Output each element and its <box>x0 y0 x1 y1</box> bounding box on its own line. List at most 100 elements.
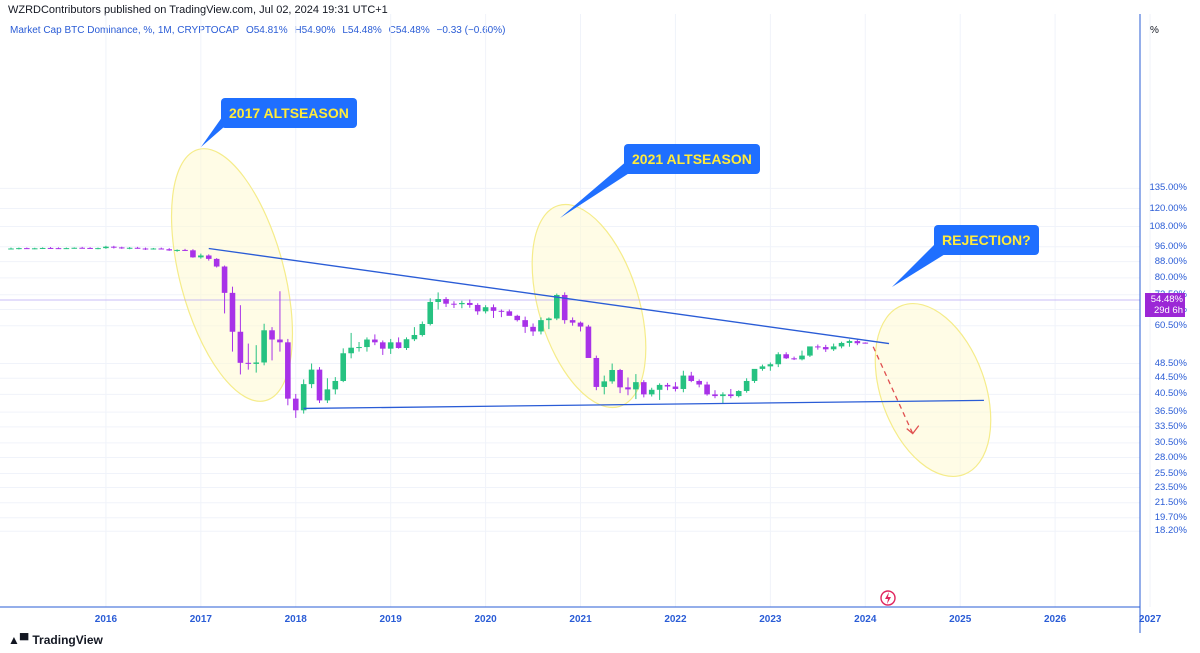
price-tick-label: 19.70% <box>1154 511 1187 523</box>
candle-body <box>688 375 695 381</box>
candle-body <box>546 318 552 321</box>
candle-body <box>561 294 568 321</box>
year-tick-label: 2022 <box>664 614 687 625</box>
candle-body <box>601 381 608 387</box>
candle-body <box>182 249 188 251</box>
price-tick-label: 44.50% <box>1154 372 1187 384</box>
candle-body <box>720 394 726 397</box>
candle-body <box>174 249 180 251</box>
annotation-2017[interactable]: 2017 ALTSEASON <box>221 98 357 128</box>
candle-body <box>743 380 750 392</box>
candle-body <box>292 398 299 411</box>
ohlc-low: L54.48% <box>342 25 382 36</box>
price-tick-label: 48.50% <box>1154 357 1187 369</box>
candle-body <box>830 346 837 350</box>
ohlc-high: H54.90% <box>294 25 336 36</box>
price-tick-label: 23.50% <box>1154 481 1187 493</box>
symbol-name[interactable]: Market Cap BTC Dominance, %, 1M, CRYPTOC… <box>10 25 240 36</box>
candle-body <box>213 258 220 267</box>
candle-body <box>150 248 157 250</box>
candle-body <box>158 248 165 250</box>
candle-body <box>142 248 149 250</box>
callout-tail <box>560 160 640 218</box>
highlight-ellipse <box>170 148 294 402</box>
candle-body <box>221 266 228 293</box>
price-tick-label: 108.00% <box>1149 220 1187 232</box>
candle-body <box>799 355 805 360</box>
trendlines <box>208 247 984 435</box>
candle-body <box>364 339 370 348</box>
candle-body <box>95 248 101 250</box>
year-tick-label: 2016 <box>95 614 118 625</box>
price-tick-label: 33.50% <box>1154 420 1187 432</box>
year-tick-label: 2025 <box>949 614 972 625</box>
candle-body <box>451 303 457 305</box>
year-tick-label: 2027 <box>1139 614 1162 625</box>
price-tick-label: 21.50% <box>1154 496 1187 508</box>
candle-body <box>680 375 687 389</box>
candle-body <box>822 347 829 350</box>
unit-label[interactable]: % <box>1150 25 1159 36</box>
candle-body <box>862 342 869 344</box>
candle-body <box>340 353 347 381</box>
candle-body <box>735 391 742 397</box>
candle-body <box>118 247 125 249</box>
annotation-rejection[interactable]: REJECTION? <box>934 225 1039 255</box>
symbol-legend: Market Cap BTC Dominance, %, 1M, CRYPTOC… <box>10 25 509 36</box>
candle-body <box>751 368 758 381</box>
current-price-value: 54.48% <box>1150 294 1183 305</box>
candle-body <box>419 324 426 335</box>
candle-body <box>166 249 172 251</box>
candle-body <box>569 320 576 323</box>
candle-body <box>609 370 615 382</box>
candle-body <box>427 301 434 325</box>
candle-body <box>641 382 647 395</box>
year-tick-label: 2020 <box>474 614 497 625</box>
candle-body <box>285 342 291 399</box>
current-price-badge: 54.48% 29d 6h <box>1145 293 1185 317</box>
candle-body <box>712 394 718 397</box>
candle-body <box>205 255 212 259</box>
candle-body <box>775 354 782 365</box>
candle-body <box>728 394 734 397</box>
candle-body <box>443 299 449 304</box>
candle-body <box>498 310 505 312</box>
candle-body <box>783 354 789 359</box>
candle-body <box>253 362 260 364</box>
candle-body <box>245 362 252 364</box>
candle-body <box>8 248 14 250</box>
candle-body <box>395 342 402 349</box>
ohlc-open: O54.81% <box>245 25 288 36</box>
candle-body <box>538 320 544 332</box>
footer[interactable]: ▲▀ TradingView <box>8 633 103 647</box>
candle-body <box>514 315 521 321</box>
candle-body <box>308 369 315 385</box>
candle-body <box>530 326 536 332</box>
candle-body <box>696 380 702 385</box>
candle-body <box>31 248 38 250</box>
projection-arrow <box>872 346 914 434</box>
price-tick-label: 40.50% <box>1154 388 1187 400</box>
year-tick-label: 2018 <box>285 614 308 625</box>
candle-body <box>656 384 663 390</box>
candle-body <box>39 247 46 249</box>
price-tick-label: 18.20% <box>1154 525 1187 537</box>
trendline <box>303 399 984 410</box>
candle-body <box>577 322 584 327</box>
lightning-icon[interactable] <box>880 590 896 606</box>
candle-body <box>229 292 236 332</box>
candle-body <box>807 346 813 356</box>
price-tick-label: 96.00% <box>1154 240 1187 252</box>
year-tick-label: 2023 <box>759 614 782 625</box>
price-tick-label: 120.00% <box>1149 202 1187 214</box>
candle-body <box>379 342 386 349</box>
annotation-2021[interactable]: 2021 ALTSEASON <box>624 144 760 174</box>
candle-body <box>348 347 354 354</box>
candles <box>8 245 869 418</box>
candle-body <box>490 307 497 311</box>
tradingview-logo-icon: ▲▀ <box>8 633 29 647</box>
ohlc-close: C54.48% <box>388 25 430 36</box>
candle-body <box>704 384 710 395</box>
candle-body <box>403 339 410 349</box>
